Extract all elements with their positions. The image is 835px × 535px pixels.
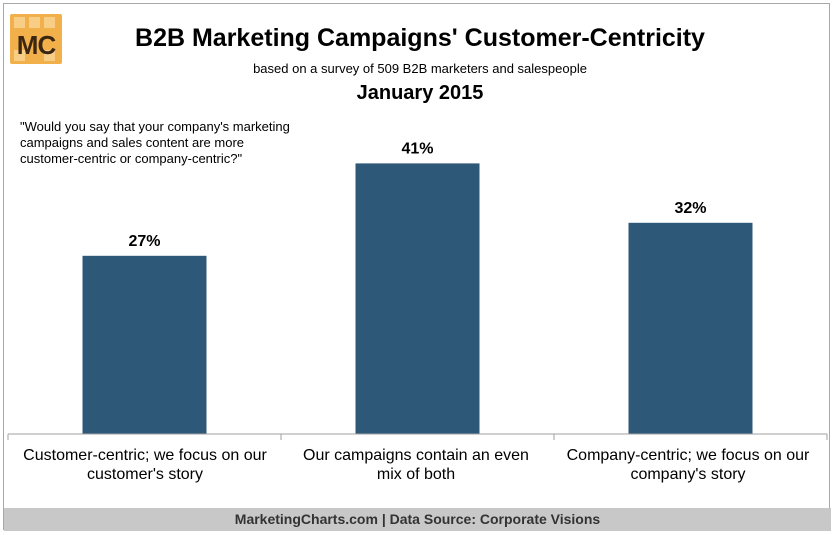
bar-2 <box>355 163 480 434</box>
footer-source: MarketingCharts.com | Data Source: Corpo… <box>4 508 831 531</box>
category-label: Customer-centric; we focus on our custom… <box>23 447 267 483</box>
bar-1 <box>82 255 207 434</box>
chart-date: January 2015 <box>356 82 484 104</box>
value-label-1: 27% <box>128 233 160 250</box>
chart-title: B2B Marketing Campaigns' Customer-Centri… <box>135 24 705 52</box>
category-label: Company-centric; we focus on our company… <box>566 447 810 483</box>
value-label-3: 32% <box>674 200 706 217</box>
value-label-2: 41% <box>401 140 433 157</box>
marketingcharts-logo: MC <box>10 14 62 64</box>
logo-text: MC <box>16 30 56 60</box>
category-label: Our campaigns contain an even mix of bot… <box>303 447 529 483</box>
survey-question: "Would you say that your company's marke… <box>20 119 290 166</box>
bar-3 <box>628 222 753 434</box>
chart-subtitle: based on a survey of 509 B2B marketers a… <box>253 61 587 76</box>
